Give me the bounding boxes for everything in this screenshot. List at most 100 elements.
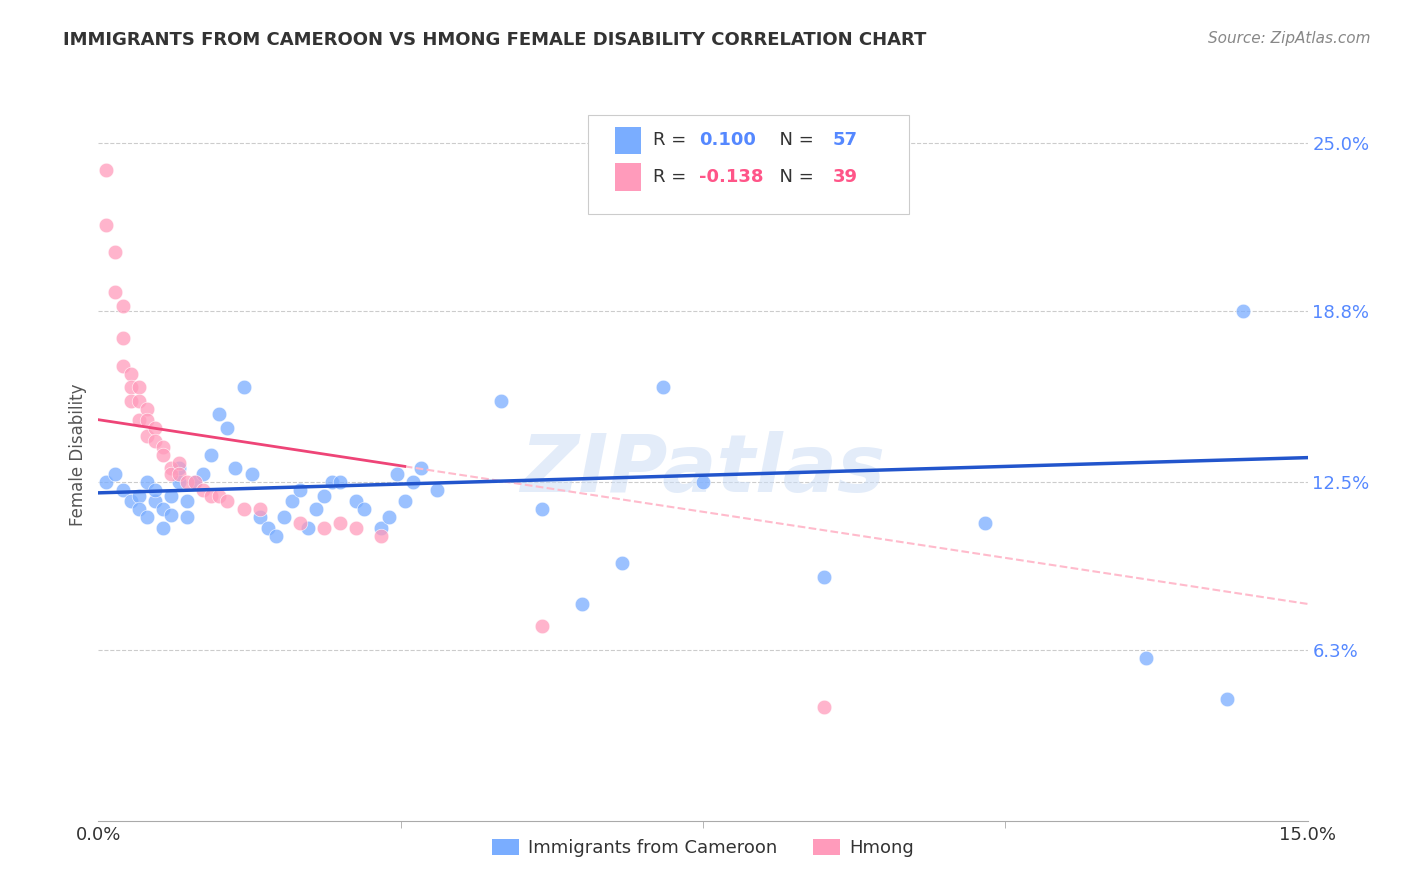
Point: [96, 218, 118, 232]
Point: [128, 489, 150, 503]
Point: [184, 475, 207, 489]
Text: ZIPatlas: ZIPatlas: [520, 431, 886, 508]
Point: [152, 448, 174, 462]
Text: N =: N =: [768, 131, 820, 149]
Point: [184, 475, 207, 489]
Point: [281, 494, 304, 508]
Point: [370, 529, 392, 543]
Point: [530, 618, 553, 632]
Point: [176, 510, 198, 524]
Point: [651, 380, 673, 394]
Point: [208, 489, 231, 503]
Point: [344, 521, 367, 535]
Point: [264, 529, 287, 543]
Point: [120, 380, 142, 394]
Point: [103, 244, 125, 259]
Point: [571, 597, 593, 611]
Point: [128, 502, 150, 516]
Point: [143, 421, 166, 435]
Point: [96, 475, 118, 489]
Point: [128, 413, 150, 427]
Text: 0.100: 0.100: [699, 131, 756, 149]
Point: [176, 494, 198, 508]
Point: [128, 393, 150, 408]
Point: [249, 502, 271, 516]
Point: [200, 489, 222, 503]
Point: [426, 483, 449, 497]
Point: [370, 521, 392, 535]
Point: [240, 467, 263, 481]
Point: [409, 461, 432, 475]
Point: [249, 510, 271, 524]
Point: [135, 429, 157, 443]
Point: [160, 467, 183, 481]
Point: [813, 699, 835, 714]
Point: [344, 494, 367, 508]
Point: [111, 483, 134, 497]
Point: [167, 456, 190, 470]
Point: [232, 380, 254, 394]
Point: [530, 502, 553, 516]
Text: IMMIGRANTS FROM CAMEROON VS HMONG FEMALE DISABILITY CORRELATION CHART: IMMIGRANTS FROM CAMEROON VS HMONG FEMALE…: [63, 31, 927, 49]
Point: [152, 440, 174, 454]
Point: [167, 461, 190, 475]
Point: [160, 461, 183, 475]
Point: [103, 285, 125, 300]
Point: [612, 556, 634, 570]
Point: [167, 475, 190, 489]
Point: [217, 494, 239, 508]
Point: [96, 163, 118, 178]
Point: [385, 467, 408, 481]
Bar: [614, 163, 641, 191]
FancyBboxPatch shape: [588, 115, 908, 213]
Point: [167, 467, 190, 481]
Point: [224, 461, 246, 475]
Point: [208, 407, 231, 421]
Point: [200, 448, 222, 462]
Bar: [614, 127, 641, 154]
Point: [1232, 304, 1254, 318]
Point: [120, 494, 142, 508]
Point: [135, 401, 157, 416]
Point: [329, 516, 352, 530]
Text: N =: N =: [768, 168, 820, 186]
Point: [1216, 691, 1239, 706]
Point: [273, 510, 295, 524]
Point: [692, 475, 714, 489]
Point: [143, 434, 166, 449]
Point: [974, 516, 997, 530]
Point: [193, 467, 215, 481]
Point: [152, 521, 174, 535]
Point: [111, 359, 134, 373]
Text: R =: R =: [654, 168, 692, 186]
Point: [111, 299, 134, 313]
Point: [377, 510, 399, 524]
Point: [353, 502, 375, 516]
Point: [193, 483, 215, 497]
Point: [329, 475, 352, 489]
Point: [176, 475, 198, 489]
Point: [394, 494, 416, 508]
Point: [314, 489, 336, 503]
Point: [288, 483, 311, 497]
Point: [143, 483, 166, 497]
Point: [288, 516, 311, 530]
Point: [143, 494, 166, 508]
Legend: Immigrants from Cameroon, Hmong: Immigrants from Cameroon, Hmong: [485, 831, 921, 864]
Text: -0.138: -0.138: [699, 168, 763, 186]
Point: [1135, 651, 1157, 665]
Point: [491, 393, 513, 408]
Point: [256, 521, 278, 535]
Text: R =: R =: [654, 131, 692, 149]
Point: [232, 502, 254, 516]
Point: [813, 570, 835, 584]
Point: [305, 502, 328, 516]
Point: [135, 510, 157, 524]
Text: 57: 57: [832, 131, 858, 149]
Point: [217, 421, 239, 435]
Point: [152, 502, 174, 516]
Text: 39: 39: [832, 168, 858, 186]
Point: [160, 489, 183, 503]
Point: [160, 508, 183, 522]
Point: [321, 475, 343, 489]
